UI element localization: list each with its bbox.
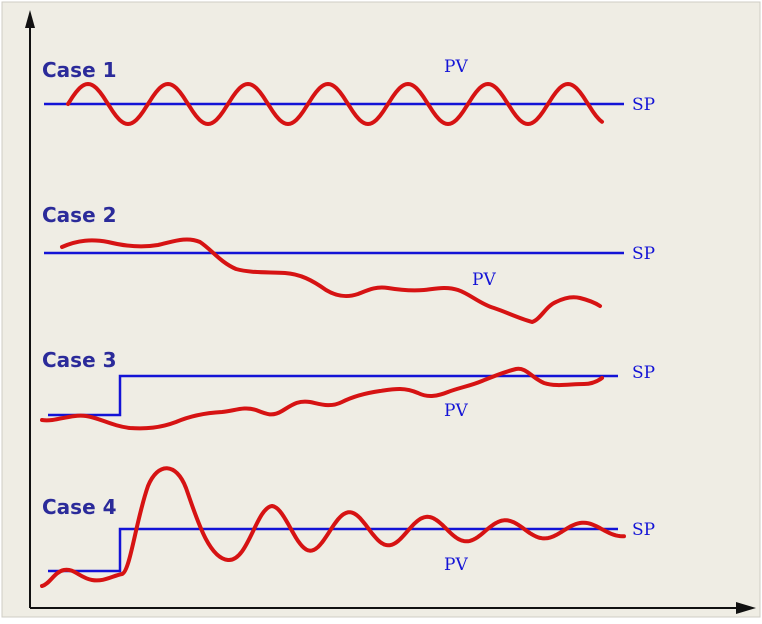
case-4-pv-curve	[40, 466, 626, 588]
case-3-sp-label: SP	[632, 363, 655, 383]
case-4-title: Case 4	[42, 495, 117, 519]
case-3-title: Case 3	[42, 348, 117, 372]
case-2-title: Case 2	[42, 203, 117, 227]
case-2-pv-label: PV	[472, 270, 496, 290]
case-1-title: Case 1	[42, 58, 117, 82]
case-4-pv-label: PV	[444, 555, 468, 575]
axes	[25, 10, 756, 614]
case-3-pv-label: PV	[444, 401, 468, 421]
case-1-pv-curve	[66, 82, 604, 126]
x-axis-arrow-icon	[736, 602, 756, 614]
case-3-pv-curve	[40, 366, 604, 431]
case-1-panel: Case 1 SP PV	[42, 57, 655, 126]
y-axis-arrow-icon	[25, 10, 35, 28]
case-2-sp-label: SP	[632, 244, 655, 264]
case-2-pv-curve	[60, 237, 602, 324]
case-1-sp-label: SP	[632, 95, 655, 115]
case-2-panel: Case 2 SP PV	[42, 203, 655, 324]
case-4-sp-label: SP	[632, 520, 655, 540]
case-4-panel: Case 4 SP PV	[40, 466, 655, 588]
case-1-pv-label: PV	[444, 57, 468, 77]
case-3-panel: Case 3 SP PV	[40, 348, 655, 431]
